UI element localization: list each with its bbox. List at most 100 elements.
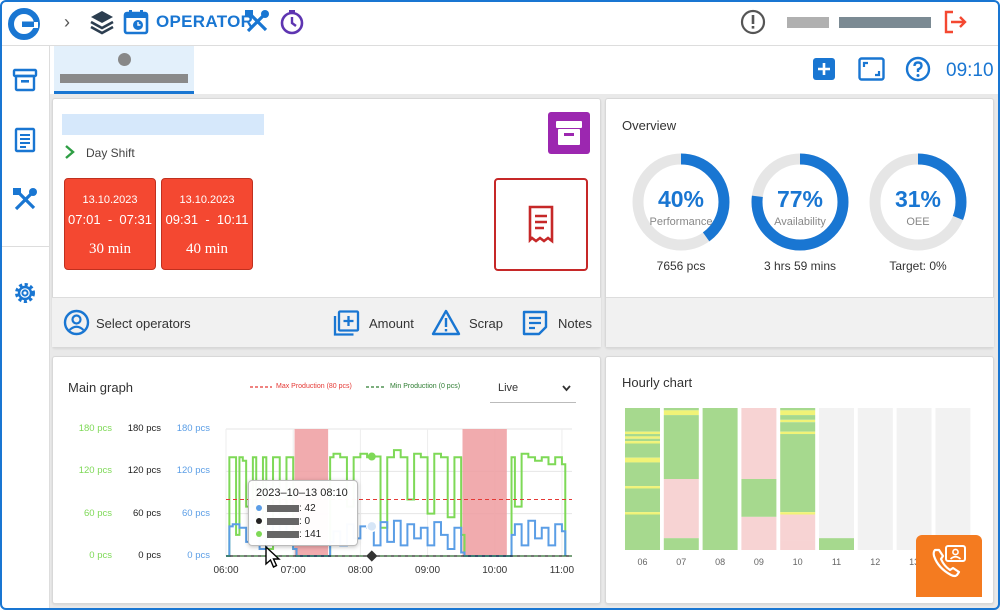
stop-date: 13.10.2023: [179, 194, 235, 206]
hour-segment: [780, 434, 816, 513]
stop-from: 07:01: [68, 212, 101, 227]
archive-icon[interactable]: [11, 66, 39, 94]
stop-time: 07:01 - 07:31: [65, 212, 155, 227]
hour-segment: [625, 488, 660, 513]
availability-label: Availability: [774, 216, 826, 228]
series-name-placeholder: [267, 530, 299, 538]
hour-segment: [780, 431, 816, 435]
report-icon[interactable]: [11, 126, 39, 154]
tools-icon[interactable]: [243, 8, 271, 36]
hour-segment: [625, 512, 660, 515]
hour-segment: [663, 415, 699, 479]
phone-contact-icon: [932, 545, 966, 578]
layers-icon[interactable]: [88, 8, 116, 36]
machine-name-placeholder: [60, 74, 188, 83]
tooltip-title: 2023–10–13 08:10: [256, 487, 348, 499]
archive-box-icon: [556, 121, 582, 145]
stop-duration: 40 min: [185, 241, 229, 257]
chevron-down-icon: [562, 385, 571, 392]
hour-segment: [741, 408, 777, 479]
receipt-icon: [528, 205, 554, 244]
logout-icon[interactable]: [941, 8, 969, 36]
chevron-right-icon[interactable]: [64, 145, 76, 159]
hour-segment: [663, 408, 699, 411]
hour-segment: [896, 408, 932, 550]
hour-label: 07: [676, 557, 687, 567]
hour-segment: [935, 408, 971, 550]
oee-target: Target: 0%: [889, 259, 947, 273]
app-title: OPERATOR: [156, 12, 254, 31]
x-tick-label: 07:00: [280, 565, 306, 576]
archive-button[interactable]: [548, 112, 590, 154]
hour-segment: [625, 434, 660, 437]
add-amount-icon[interactable]: [333, 310, 360, 336]
series-dot: [256, 518, 262, 525]
hour-segment: [741, 516, 777, 550]
stop-date: 13.10.2023: [82, 194, 138, 206]
overview-footer: [606, 297, 994, 347]
alert-icon[interactable]: [739, 8, 767, 36]
gauge-arc: [869, 153, 967, 251]
overview-gauges: [632, 153, 967, 251]
hover-point: [366, 550, 378, 562]
hour-segment: [625, 486, 660, 489]
hour-label: 13: [909, 557, 920, 567]
top-bar: › OPERATOR: [0, 0, 1000, 46]
series-dot: [256, 531, 262, 538]
tab-machine[interactable]: [54, 46, 194, 94]
stop-duration: 30 min: [88, 241, 132, 257]
help-icon[interactable]: [905, 56, 931, 82]
hour-label: 11: [831, 557, 842, 567]
add-icon[interactable]: [812, 57, 836, 81]
amount-button[interactable]: Amount: [369, 316, 414, 331]
user-circle-icon[interactable]: [63, 309, 90, 336]
company-placeholder: [839, 17, 931, 28]
gauge-arc: [751, 153, 849, 251]
scrap-button[interactable]: Scrap: [469, 316, 503, 331]
timer-icon[interactable]: [278, 8, 306, 36]
hour-segment: [663, 410, 699, 416]
support-call-button[interactable]: [916, 535, 982, 597]
stop-card[interactable]: 13.10.2023 07:01 - 07:31 30 min: [64, 178, 156, 270]
mouse-cursor-icon: [265, 545, 281, 568]
legend-min-line: [366, 386, 386, 388]
maintenance-icon[interactable]: [11, 186, 39, 214]
logo-icon[interactable]: [6, 6, 42, 42]
y-tick-label: 120 pcs: [78, 465, 112, 477]
hour-segment: [625, 431, 660, 435]
notes-icon[interactable]: [522, 310, 548, 336]
hour-segment: [819, 538, 854, 550]
warning-icon[interactable]: [431, 309, 461, 336]
hour-segment: [780, 422, 816, 432]
settings-icon[interactable]: [11, 279, 39, 307]
hour-segment: [780, 514, 816, 541]
fullscreen-icon[interactable]: [858, 57, 885, 81]
gauge-arc: [632, 153, 730, 251]
select-operators-button[interactable]: Select operators: [96, 316, 191, 331]
shift-label: Day Shift: [86, 146, 135, 160]
main-graph-title: Main graph: [68, 380, 134, 395]
hour-label: 06: [637, 557, 648, 567]
receipt-button[interactable]: [494, 178, 588, 271]
tab-strip: [50, 46, 1000, 94]
performance-label: Performance: [649, 216, 713, 228]
hour-segment: [780, 419, 816, 423]
calendar-clock-icon[interactable]: [122, 8, 150, 36]
stop-card[interactable]: 13.10.2023 09:31 - 10:11 40 min: [161, 178, 253, 270]
x-tick-label: 06:00: [213, 565, 239, 576]
availability-percent: 77%: [776, 186, 824, 212]
hour-segment: [780, 415, 816, 420]
hour-segment: [625, 443, 660, 458]
stop-separator: -: [107, 212, 113, 227]
hour-label: 09: [753, 557, 764, 567]
hour-segment: [625, 457, 660, 463]
notes-button[interactable]: Notes: [558, 316, 592, 331]
stop-separator: -: [205, 212, 210, 227]
series-dot: [256, 505, 262, 512]
oee-label: OEE: [906, 216, 930, 228]
range-select[interactable]: Live: [490, 375, 576, 403]
status-dot: [118, 53, 131, 66]
hour-label: 08: [715, 557, 726, 567]
breadcrumb-chevron: ›: [64, 12, 70, 32]
x-tick-label: 11:00: [549, 565, 575, 576]
